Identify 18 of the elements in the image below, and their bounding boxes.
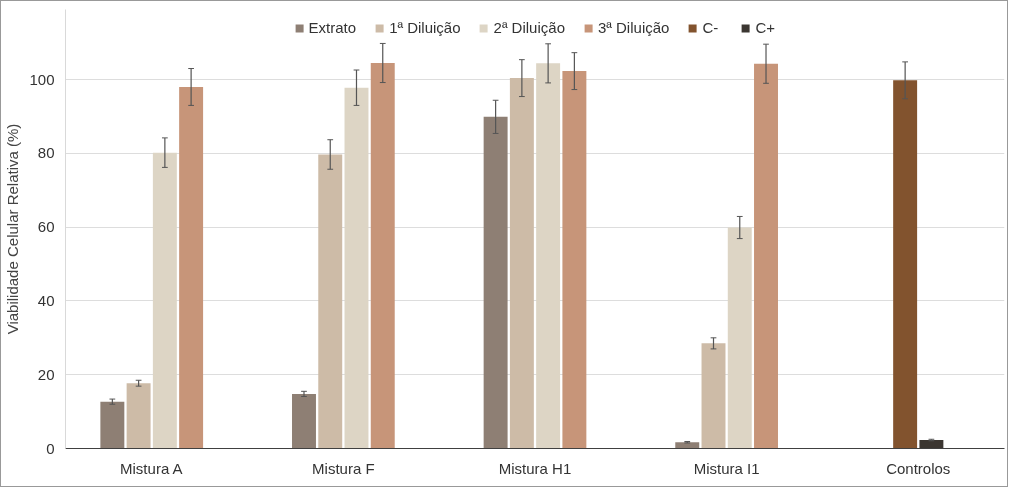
y-tick-label: 40 — [37, 291, 55, 309]
y-tick-label: 80 — [37, 144, 55, 162]
x-tick-label: Mistura H1 — [498, 459, 572, 477]
x-tick-label: Mistura I1 — [693, 459, 760, 477]
x-tick-label: Mistura F — [312, 459, 375, 477]
x-tick-label: Controlos — [886, 459, 951, 477]
legend-label: C- — [702, 19, 720, 36]
y-tick-label: 100 — [29, 70, 55, 88]
y-tick-label: 60 — [37, 218, 55, 236]
legend-label: 1ª Diluição — [389, 19, 461, 36]
legend-label: C+ — [755, 19, 776, 36]
legend-label: Extrato — [308, 19, 357, 36]
y-axis-title: Viabilidade Celular Relativa (%) — [4, 123, 22, 335]
legend-label: 3ª Diluição — [597, 19, 670, 36]
y-tick-label: 20 — [37, 365, 55, 383]
x-tick-label: Mistura A — [120, 459, 183, 477]
y-tick-label: 0 — [46, 439, 55, 457]
legend-label: 2ª Diluição — [493, 19, 565, 36]
